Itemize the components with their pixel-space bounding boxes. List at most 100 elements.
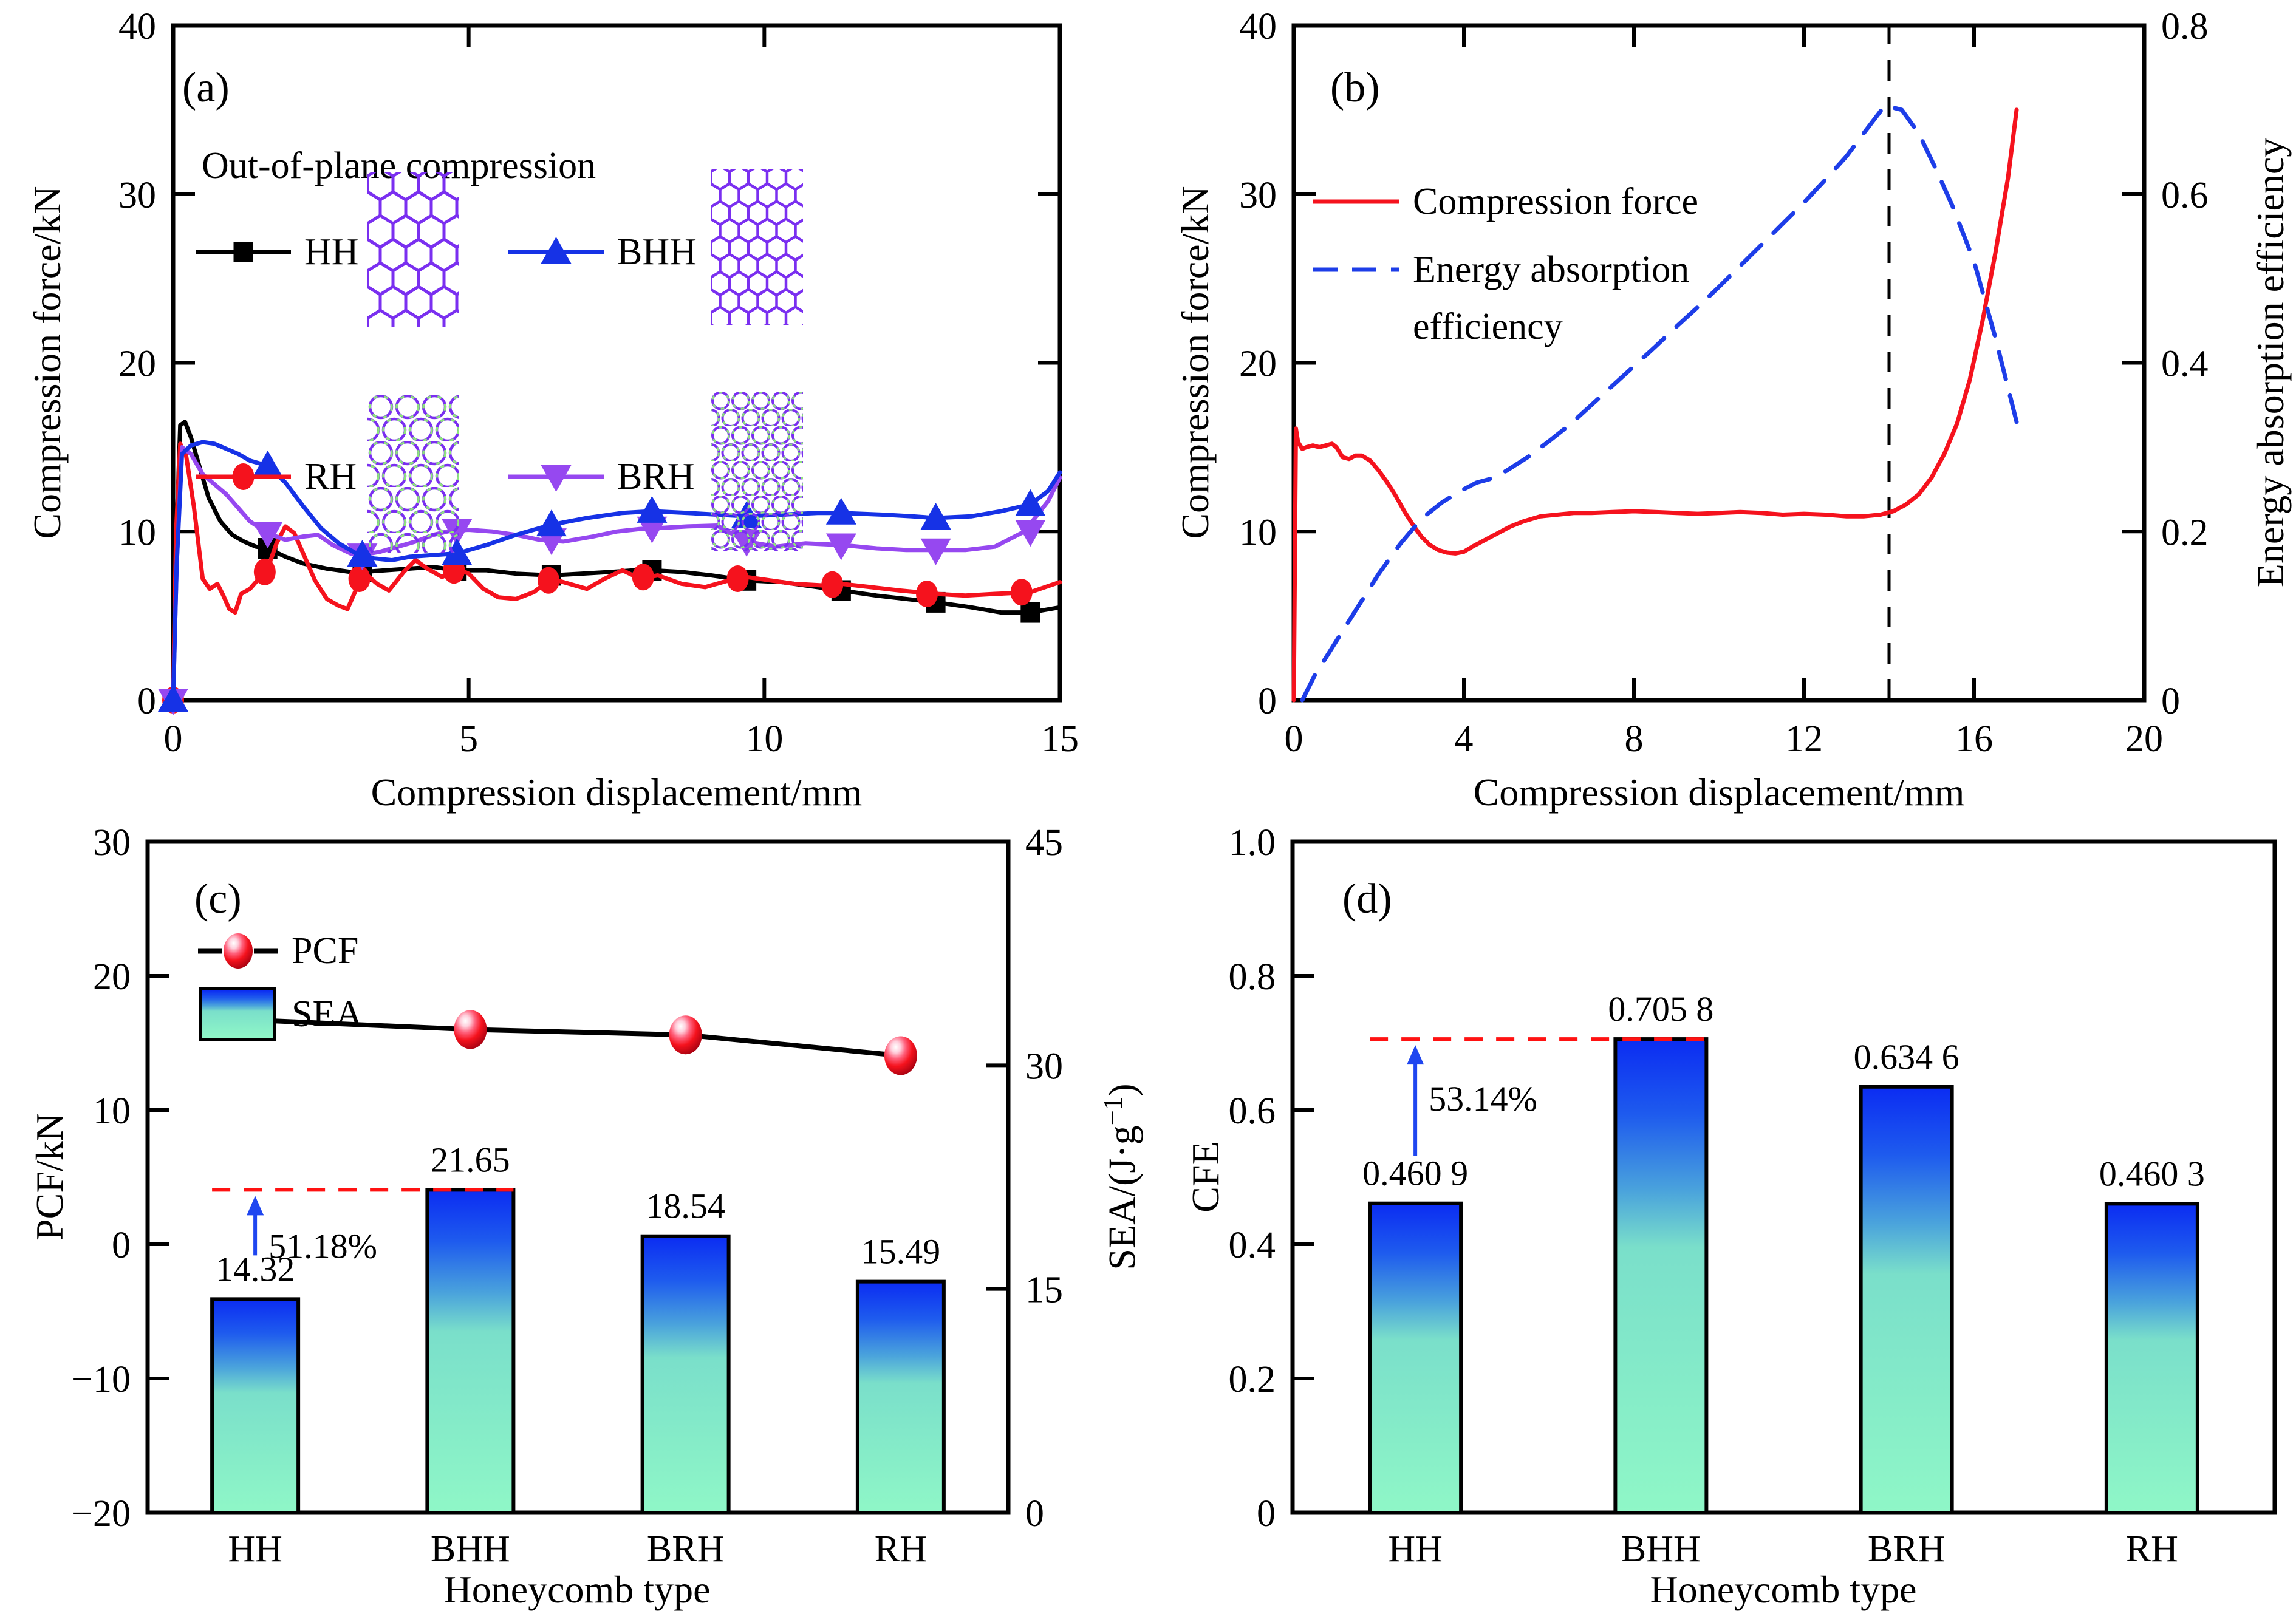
triangle-up-marker bbox=[158, 685, 188, 712]
triangle-up-marker bbox=[536, 509, 567, 537]
legend-label-bhh: BHH bbox=[617, 231, 697, 273]
sphere-marker bbox=[454, 1010, 487, 1049]
y-right-tick-label: 15 bbox=[1025, 1270, 1063, 1311]
circle-marker bbox=[632, 564, 654, 591]
bar-value-label: 0.705 8 bbox=[1608, 989, 1713, 1029]
y-tick-label: 0 bbox=[1258, 681, 1277, 722]
bar-value-label: 18.54 bbox=[646, 1187, 725, 1226]
percent-increase-label: 53.14% bbox=[1429, 1079, 1537, 1119]
triangle-up-marker bbox=[1015, 489, 1046, 516]
legend-item-bhh: BHH bbox=[506, 226, 697, 278]
x-tick-label: 12 bbox=[1785, 718, 1823, 760]
y-tick-label: 10 bbox=[1239, 512, 1277, 553]
category-label: BHH bbox=[431, 1528, 510, 1570]
pcf-marker-icon bbox=[198, 933, 278, 969]
x-tick-label: 4 bbox=[1455, 718, 1474, 760]
sea-bar bbox=[425, 1188, 516, 1514]
panel-c: −20 −10 0 10 20 30 0 15 30 45 HH BHH BRH RH 14.32 21.65… bbox=[0, 805, 1148, 1611]
triangle-up-marker bbox=[920, 503, 951, 530]
y-right-tick-label: 45 bbox=[1025, 822, 1063, 863]
triangle-up-marker bbox=[347, 540, 378, 567]
circle-marker bbox=[821, 571, 844, 598]
panel-a-xlabel: Compression displacement/mm bbox=[371, 771, 863, 814]
y-tick-label: 10 bbox=[118, 512, 156, 553]
x-tick-label: 15 bbox=[1041, 718, 1079, 760]
y-tick-label: 0 bbox=[1257, 1493, 1276, 1534]
series-bhh bbox=[171, 440, 1062, 703]
compression-force-curve bbox=[1291, 107, 2019, 703]
bar-value-label: 21.65 bbox=[431, 1140, 510, 1179]
y-tick-label: 1.0 bbox=[1229, 822, 1276, 863]
y-tick-label: 40 bbox=[118, 6, 156, 47]
category-label: BHH bbox=[1621, 1528, 1701, 1570]
panel-b-ylabel-left: Compression force/kN bbox=[1174, 186, 1217, 539]
category-label: BRH bbox=[1868, 1528, 1945, 1570]
circle-marker bbox=[1010, 579, 1033, 606]
sea-unit-prefix: SEA/(J·g bbox=[1100, 1125, 1144, 1270]
axes-frame bbox=[145, 839, 1011, 1515]
legend-item-pcf: PCF bbox=[196, 925, 358, 976]
panel-b-letter: (b) bbox=[1330, 64, 1380, 111]
legend-item-brh: BRH bbox=[506, 451, 694, 502]
sea-bar bbox=[640, 1234, 731, 1514]
panel-d: 0 0.2 0.4 0.6 0.8 1.0 HH BHH BRH RH 0.460 9 0.705 8… bbox=[1148, 805, 2296, 1611]
panel-d-plot: 0 0.2 0.4 0.6 0.8 1.0 HH BHH BRH RH 0.460 9 0.705 8… bbox=[1229, 822, 2277, 1570]
sphere-marker bbox=[884, 1036, 917, 1075]
sea-unit-suffix: ) bbox=[1100, 1083, 1144, 1097]
y-tick-label: 30 bbox=[118, 175, 156, 216]
y-right-tick-label: 0.4 bbox=[2161, 344, 2209, 385]
legend-label-sea: SEA bbox=[292, 993, 363, 1035]
bhh-line-marker-icon bbox=[508, 237, 604, 264]
percent-increase-label: 51.18% bbox=[268, 1226, 377, 1265]
panel-c-plot: −20 −10 0 10 20 30 0 15 30 45 HH BHH BRH RH 14.32 21.65… bbox=[72, 822, 1063, 1570]
y-tick-label: 20 bbox=[1239, 344, 1277, 385]
legend-label-rh: RH bbox=[304, 456, 357, 497]
legend-item-rh: RH bbox=[193, 451, 357, 502]
circle-marker bbox=[232, 463, 255, 490]
circle-marker bbox=[916, 581, 938, 608]
rh-honeycomb-pattern-icon bbox=[367, 395, 459, 553]
legend-item-compression-force: Compression force bbox=[1311, 176, 1698, 227]
bar-value-label: 15.49 bbox=[861, 1232, 941, 1272]
sea-bar bbox=[1859, 1085, 1954, 1514]
panel-b-xlabel: Compression displacement/mm bbox=[1473, 771, 1965, 814]
hh-honeycomb-pattern-icon bbox=[367, 172, 459, 327]
triangle-up-marker bbox=[252, 450, 283, 477]
square-marker bbox=[1020, 602, 1040, 623]
sea-gradient-swatch-icon bbox=[199, 987, 276, 1041]
legend-label-hh: HH bbox=[304, 231, 359, 273]
x-tick-label: 20 bbox=[2125, 718, 2163, 760]
y-tick-label: 0.6 bbox=[1229, 1091, 1276, 1132]
triangle-down-marker bbox=[541, 465, 572, 492]
category-label: HH bbox=[228, 1528, 282, 1570]
legend-label-energy-absorption-1: Energy absorption bbox=[1413, 249, 1690, 290]
panel-d-ylabel: CFE bbox=[1184, 1141, 1227, 1213]
sea-bar bbox=[1613, 1037, 1709, 1514]
square-marker bbox=[233, 242, 253, 262]
y-right-tick-label: 0.2 bbox=[2161, 512, 2209, 553]
bar-value-label: 0.460 9 bbox=[1362, 1154, 1468, 1193]
y-tick-label: 0 bbox=[112, 1225, 131, 1266]
legend-item-energy-absorption: Energy absorption efficiency bbox=[1311, 244, 1689, 358]
y-tick-label: −10 bbox=[72, 1359, 131, 1400]
panel-d-xlabel: Honeycomb type bbox=[1650, 1568, 1917, 1611]
y-tick-label: 0.2 bbox=[1229, 1359, 1276, 1400]
y-tick-label: 0 bbox=[137, 681, 156, 722]
sea-bar bbox=[2104, 1202, 2199, 1515]
triangle-down-marker bbox=[1015, 520, 1046, 547]
y-right-tick-label: 0.8 bbox=[2161, 6, 2209, 47]
pcf-line bbox=[253, 1017, 903, 1058]
sphere-marker bbox=[669, 1015, 702, 1055]
rh-line-marker-icon bbox=[196, 463, 291, 490]
triangle-down-marker bbox=[637, 516, 668, 543]
triangle-up-marker bbox=[825, 497, 856, 525]
bar-value-label: 0.460 3 bbox=[2099, 1154, 2205, 1193]
brh-line-marker-icon bbox=[508, 465, 604, 492]
y-right-tick-label: 0 bbox=[2161, 681, 2180, 722]
category-label: RH bbox=[875, 1528, 927, 1570]
x-tick-label: 16 bbox=[1955, 718, 1993, 760]
energy-absorption-line-icon bbox=[1313, 267, 1399, 272]
x-tick-label: 10 bbox=[745, 718, 783, 760]
y-right-tick-label: 30 bbox=[1025, 1046, 1063, 1087]
